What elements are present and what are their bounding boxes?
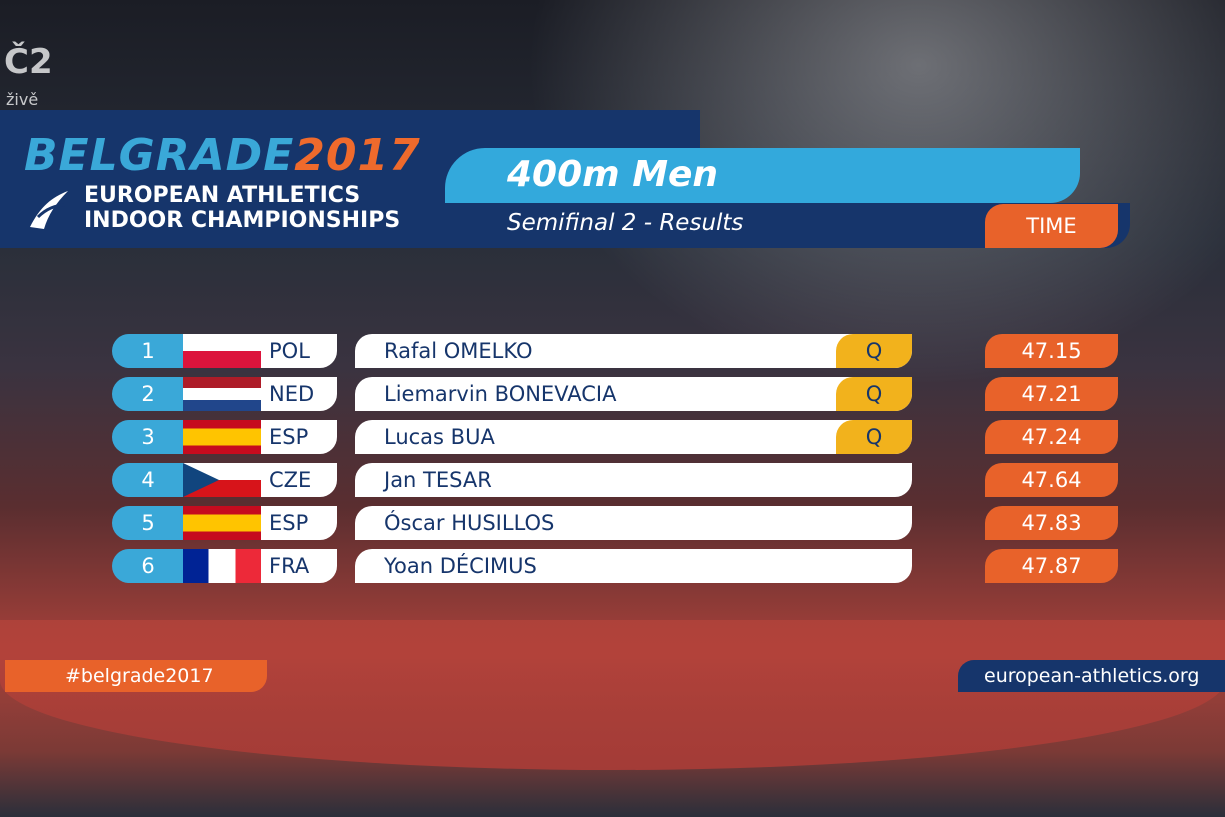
athlete-name: Lucas BUA — [355, 420, 912, 454]
logo-year: 2017 — [294, 130, 421, 181]
channel-logo: Č2 — [4, 42, 53, 82]
time: 47.83 — [985, 506, 1118, 540]
country: FRA — [261, 549, 337, 583]
track-background — [0, 620, 1225, 770]
event-bar — [445, 148, 1080, 203]
country: NED — [261, 377, 337, 411]
rank: 1 — [112, 334, 184, 368]
time-header: TIME — [985, 204, 1118, 248]
qualification: Q — [836, 377, 912, 411]
flag — [183, 334, 261, 368]
logo-line: EUROPEAN ATHLETICS — [84, 183, 361, 208]
hashtag: #belgrade2017 — [5, 660, 267, 692]
event-subtitle: Semifinal 2 - Results — [507, 210, 744, 236]
flag — [183, 377, 261, 411]
live-label: živě — [6, 90, 39, 109]
rank: 2 — [112, 377, 184, 411]
athlete-name: Yoan DÉCIMUS — [355, 549, 912, 583]
athlete-name: Jan TESAR — [355, 463, 912, 497]
country: ESP — [261, 420, 337, 454]
rank: 5 — [112, 506, 184, 540]
logo-title: BELGRADE2017 — [24, 130, 421, 181]
athlete-name: Rafal OMELKO — [355, 334, 912, 368]
qualification: Q — [836, 420, 912, 454]
athlete-name: Liemarvin BONEVACIA — [355, 377, 912, 411]
rank: 4 — [112, 463, 184, 497]
website: european-athletics.org — [958, 660, 1225, 692]
flag — [183, 463, 261, 497]
country: CZE — [261, 463, 337, 497]
time: 47.87 — [985, 549, 1118, 583]
event-title: 400m Men — [507, 154, 719, 195]
time: 47.24 — [985, 420, 1118, 454]
rank: 3 — [112, 420, 184, 454]
country: ESP — [261, 506, 337, 540]
time: 47.15 — [985, 334, 1118, 368]
time: 47.21 — [985, 377, 1118, 411]
country: POL — [261, 334, 337, 368]
logo-line: INDOOR CHAMPIONSHIPS — [84, 208, 401, 233]
flag — [183, 549, 261, 583]
flag — [183, 420, 261, 454]
time: 47.64 — [985, 463, 1118, 497]
rank: 6 — [112, 549, 184, 583]
athlete-name: Óscar HUSILLOS — [355, 506, 912, 540]
flag — [183, 506, 261, 540]
logo-city: BELGRADE — [24, 130, 295, 181]
qualification: Q — [836, 334, 912, 368]
logo-icon — [30, 191, 68, 229]
